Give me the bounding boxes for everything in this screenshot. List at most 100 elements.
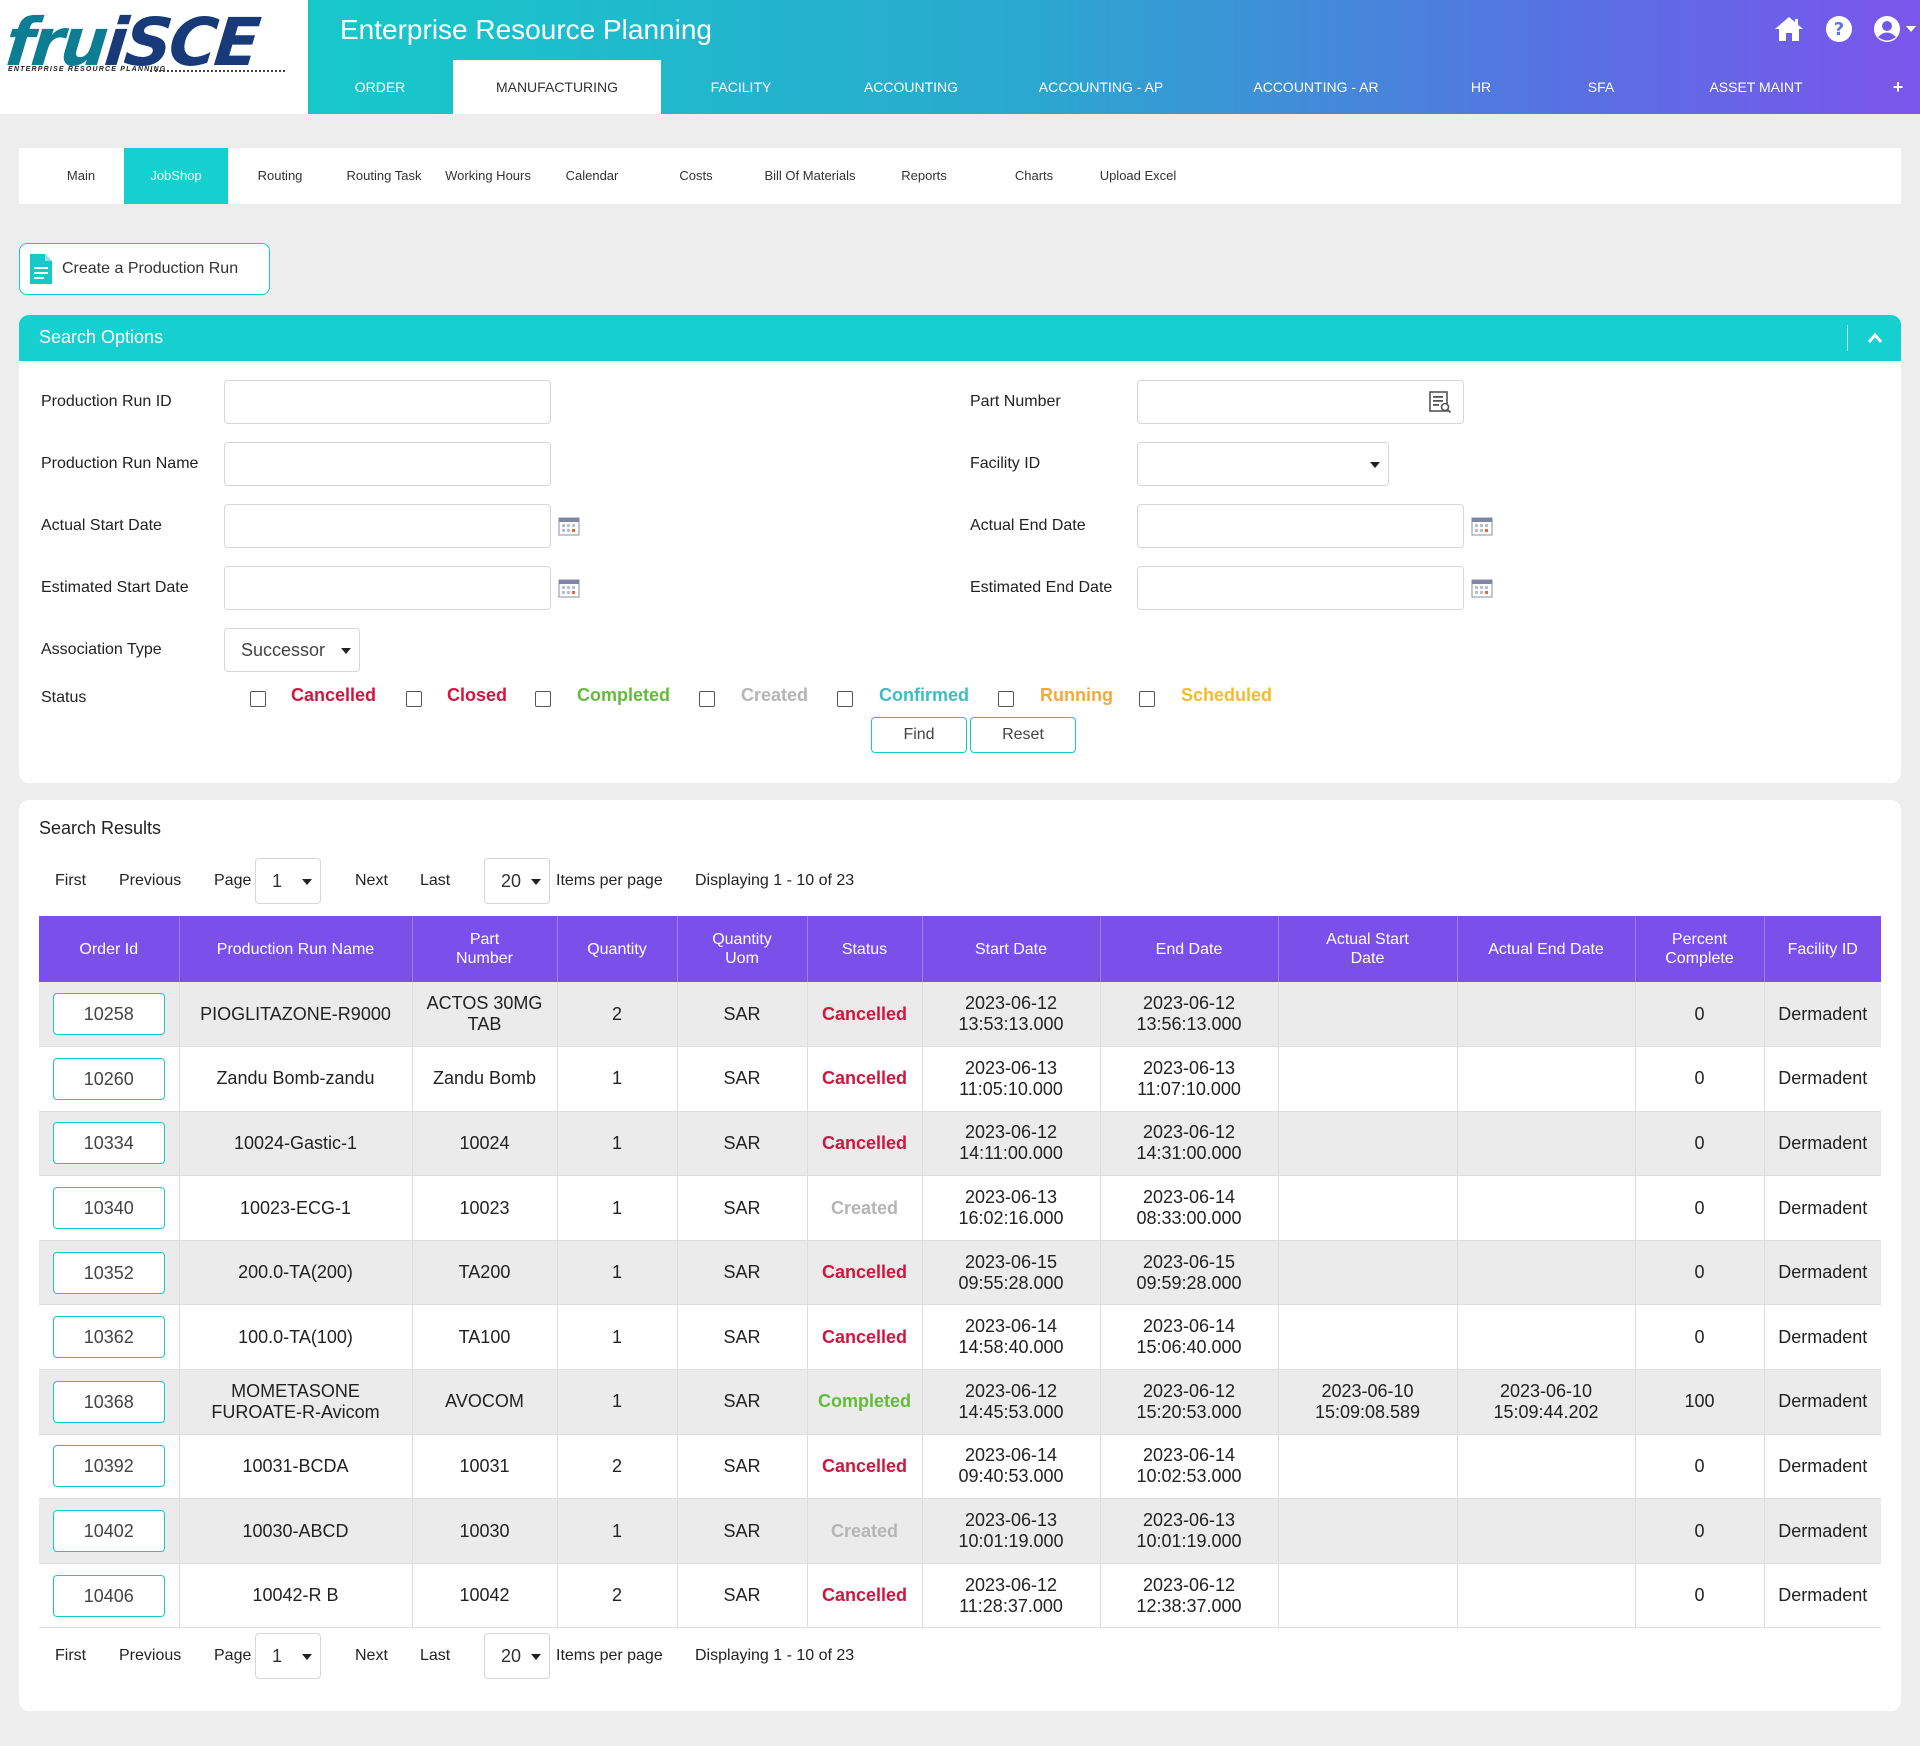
nav-order[interactable]: ORDER <box>354 79 406 95</box>
status-created-checkbox[interactable] <box>699 691 715 707</box>
col-facility-id[interactable]: Facility ID <box>1764 916 1881 982</box>
col-status[interactable]: Status <box>807 916 923 982</box>
nav-asset-maint[interactable]: ASSET MAINT <box>1709 79 1803 95</box>
help-icon[interactable]: ? <box>1822 12 1856 46</box>
order-id-button[interactable]: 10368 <box>52 1380 165 1423</box>
col-percent-complete[interactable]: Percent Complete <box>1635 916 1765 982</box>
subnav-calendar[interactable]: Calendar <box>565 168 619 183</box>
actual-start-date-field[interactable] <box>224 504 551 548</box>
table-row[interactable]: 10406 10042-R B 10042 2 SAR Cancelled 2023-06-… <box>39 1563 1881 1629</box>
nav-accounting[interactable]: ACCOUNTING <box>863 79 959 95</box>
actual-start-date-input[interactable] <box>225 505 550 547</box>
subnav-reports[interactable]: Reports <box>901 168 947 183</box>
items-per-page-select[interactable]: 20 <box>484 858 550 904</box>
calendar-icon[interactable] <box>1471 578 1493 598</box>
production-run-id-input[interactable] <box>225 381 550 423</box>
col-actual-start-date[interactable]: Actual Start Date <box>1278 916 1458 982</box>
pager-previous-link[interactable]: Previous <box>119 1647 182 1664</box>
table-row[interactable]: 10334 10024-Gastic-1 10024 1 SAR Cancelled 202… <box>39 1111 1881 1177</box>
order-id-button[interactable]: 10260 <box>52 1057 165 1100</box>
subnav-main[interactable]: Main <box>66 168 96 183</box>
estimated-start-date-input[interactable] <box>225 567 550 609</box>
col-part-number[interactable]: Part Number <box>412 916 558 982</box>
pager-last-link[interactable]: Last <box>420 1647 451 1664</box>
pager-next-link[interactable]: Next <box>355 1647 388 1664</box>
nav-accounting-ar[interactable]: ACCOUNTING - AR <box>1253 79 1379 95</box>
collapse-chevron-up-icon[interactable] <box>1847 325 1901 351</box>
order-id-button[interactable]: 10406 <box>52 1574 165 1617</box>
calendar-icon[interactable] <box>558 578 580 598</box>
subnav-charts[interactable]: Charts <box>1014 168 1054 183</box>
status-running-checkbox[interactable] <box>998 691 1014 707</box>
table-row[interactable]: 10258 PIOGLITAZONE-R9000 ACTOS 30MG TAB 2 SA… <box>39 982 1881 1048</box>
pager-last-link[interactable]: Last <box>420 872 451 889</box>
order-id-button[interactable]: 10352 <box>52 1251 165 1294</box>
subnav-routing-task[interactable]: Routing Task <box>346 168 422 183</box>
calendar-icon[interactable] <box>1471 516 1493 536</box>
nav-facility[interactable]: FACILITY <box>710 79 772 95</box>
user-icon[interactable] <box>1872 12 1920 46</box>
table-row[interactable]: 10392 10031-BCDA 10031 2 SAR Cancelled 2023-06… <box>39 1434 1881 1500</box>
production-run-name-field[interactable] <box>224 442 551 486</box>
reset-button[interactable]: Reset <box>970 717 1076 753</box>
facility-id-select[interactable] <box>1137 442 1389 486</box>
table-row[interactable]: 10352 200.0-TA(200) TA200 1 SAR Cancelled 2023… <box>39 1240 1881 1306</box>
estimated-end-date-input[interactable] <box>1138 567 1463 609</box>
association-type-select[interactable]: Successor <box>224 628 360 672</box>
estimated-end-date-field[interactable] <box>1137 566 1464 610</box>
part-number-field[interactable] <box>1137 380 1464 424</box>
status-closed-checkbox[interactable] <box>406 691 422 707</box>
order-id-button[interactable]: 10402 <box>52 1510 165 1553</box>
subnav-bill-of-materials[interactable]: Bill Of Materials <box>764 168 856 183</box>
table-row[interactable]: 10402 10030-ABCD 10030 1 SAR Created 2023-06-1… <box>39 1498 1881 1564</box>
col-production-run-name[interactable]: Production Run Name <box>179 916 413 982</box>
nav-sfa[interactable]: SFA <box>1587 79 1615 95</box>
estimated-start-date-field[interactable] <box>224 566 551 610</box>
calendar-icon[interactable] <box>558 516 580 536</box>
order-id-button[interactable]: 10258 <box>52 993 165 1036</box>
pager-first-link[interactable]: First <box>55 872 87 889</box>
status-confirmed-checkbox[interactable] <box>837 691 853 707</box>
status-cancelled-checkbox[interactable] <box>250 691 266 707</box>
search-options-header[interactable]: Search Options <box>19 315 1901 361</box>
actual-end-date-field[interactable] <box>1137 504 1464 548</box>
nav-accounting-ap[interactable]: ACCOUNTING - AP <box>1038 79 1164 95</box>
find-button[interactable]: Find <box>871 717 967 753</box>
order-id-button[interactable]: 10392 <box>52 1445 165 1488</box>
home-icon[interactable] <box>1772 12 1806 46</box>
pager-first-link[interactable]: First <box>55 1647 87 1664</box>
pager-previous-link[interactable]: Previous <box>119 872 182 889</box>
nav-more-plus-icon[interactable]: + <box>1892 77 1904 97</box>
col-actual-end-date[interactable]: Actual End Date <box>1457 916 1636 982</box>
col-quantity-uom[interactable]: Quantity Uom <box>677 916 808 982</box>
logo[interactable]: fruiSCE ENTERPRISE RESOURCE PLANNING <box>0 0 308 114</box>
table-row[interactable]: 10340 10023-ECG-1 10023 1 SAR Created 2023-06-… <box>39 1175 1881 1241</box>
order-id-button[interactable]: 10362 <box>52 1316 165 1359</box>
col-end-date[interactable]: End Date <box>1100 916 1279 982</box>
status-completed-checkbox[interactable] <box>535 691 551 707</box>
subnav-routing[interactable]: Routing <box>257 168 303 183</box>
status-scheduled-checkbox[interactable] <box>1139 691 1155 707</box>
part-number-input[interactable] <box>1138 381 1418 423</box>
table-row[interactable]: 10362 100.0-TA(100) TA100 1 SAR Cancelled 2023… <box>39 1304 1881 1371</box>
items-per-page-select[interactable]: 20 <box>484 1633 550 1679</box>
col-order-id[interactable]: Order Id <box>39 916 180 982</box>
pager-page-select[interactable]: 1 <box>255 858 321 904</box>
col-start-date[interactable]: Start Date <box>922 916 1101 982</box>
col-quantity[interactable]: Quantity <box>557 916 678 982</box>
subnav-costs[interactable]: Costs <box>679 168 713 183</box>
subnav-upload-excel[interactable]: Upload Excel <box>1099 168 1177 183</box>
subnav-working-hours[interactable]: Working Hours <box>445 168 531 183</box>
actual-end-date-input[interactable] <box>1138 505 1463 547</box>
order-id-button[interactable]: 10334 <box>52 1122 165 1165</box>
lookup-list-icon[interactable] <box>1428 390 1452 414</box>
production-run-id-field[interactable] <box>224 380 551 424</box>
pager-next-link[interactable]: Next <box>355 872 388 889</box>
nav-hr[interactable]: HR <box>1470 79 1492 95</box>
production-run-name-input[interactable] <box>225 443 550 485</box>
table-row[interactable]: 10260 Zandu Bomb-zandu Zandu Bomb 1 SAR Cance… <box>39 1046 1881 1112</box>
nav-manufacturing[interactable]: MANUFACTURING <box>453 60 661 114</box>
create-production-run-button[interactable]: Create a Production Run <box>19 243 270 295</box>
order-id-button[interactable]: 10340 <box>52 1187 165 1230</box>
subnav-jobshop[interactable]: JobShop <box>124 148 228 204</box>
